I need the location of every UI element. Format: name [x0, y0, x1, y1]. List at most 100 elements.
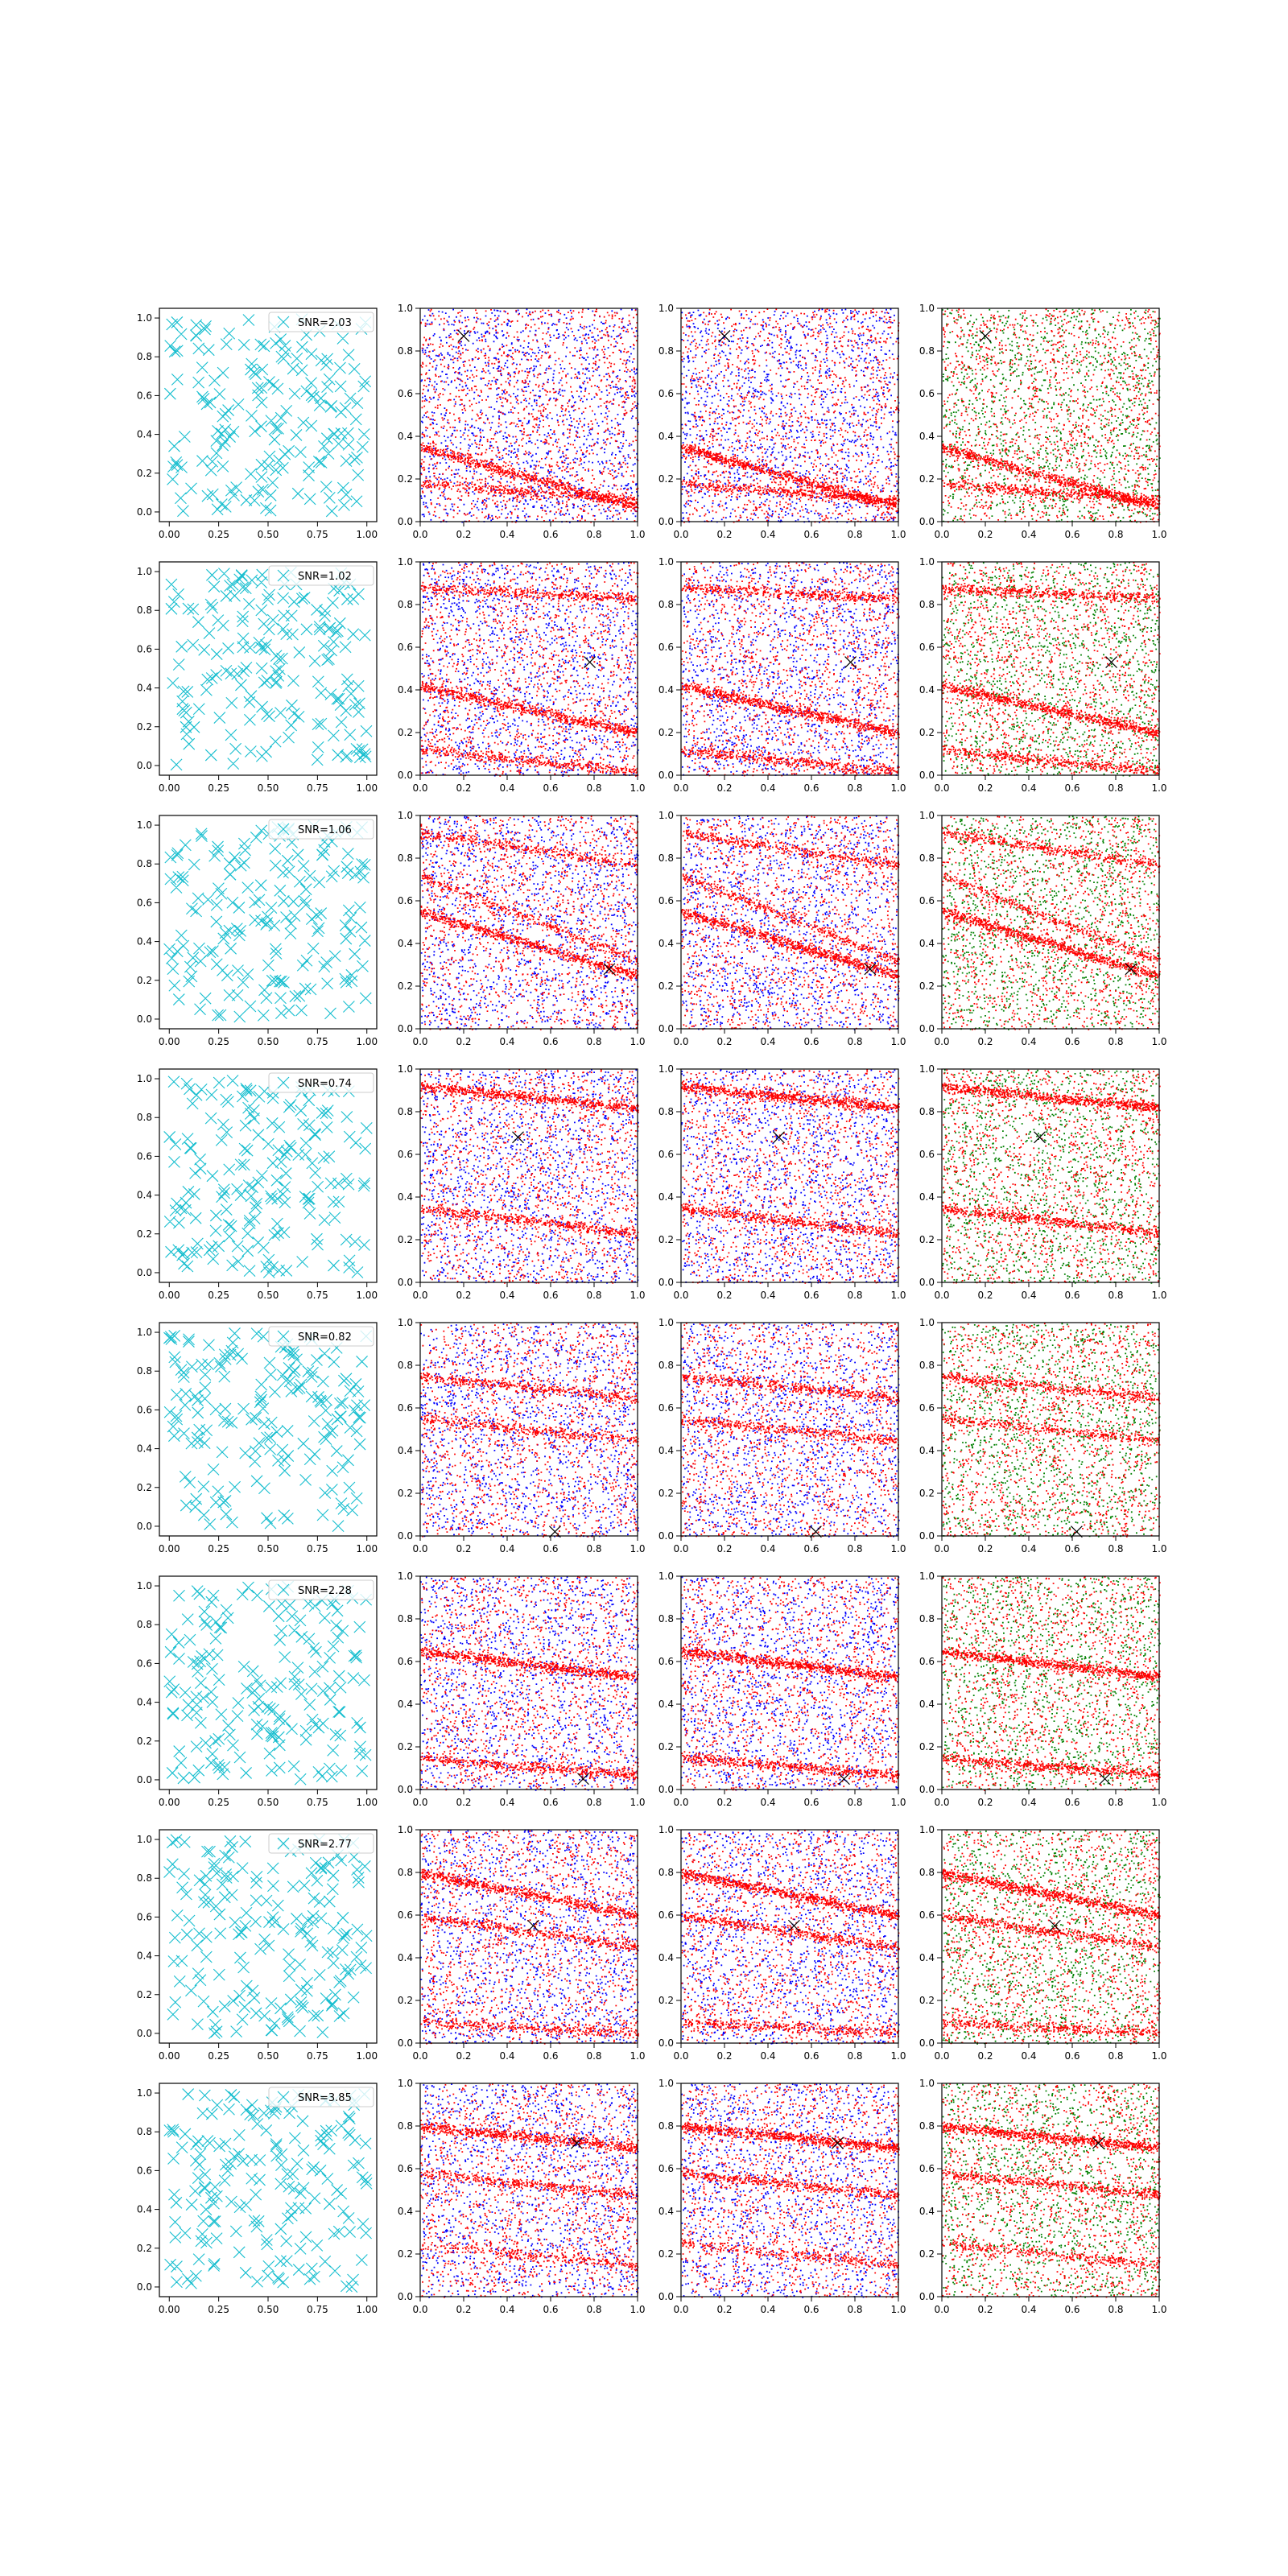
x-tick-label: 0.4: [1021, 1036, 1036, 1047]
subplot-r7-c1: 0.00 0.25 0.50 0.75 1.00 0.0 0.2 0.4 0.6 0.8 1.0 SN…: [137, 1829, 378, 2062]
target-marker-icon: [718, 330, 731, 342]
y-tick-label: 0.4: [398, 1445, 413, 1456]
x-tick-label: 0.0: [412, 1290, 427, 1301]
y-tick-label: 0.6: [919, 1149, 935, 1160]
y-tick-label: 0.8: [658, 345, 674, 357]
y-tick-label: 0.0: [398, 2037, 413, 2049]
y-tick-label: 0.8: [137, 858, 152, 869]
x-tick-label: 0.2: [456, 2304, 471, 2315]
legend-marker-icon: [277, 316, 290, 328]
y-tick-label: 0.2: [919, 473, 935, 485]
axes-frame: [419, 2083, 638, 2297]
axes-frame: [680, 1068, 899, 1283]
y-tick-label: 0.2: [658, 473, 674, 485]
x-tick-label: 0.8: [1108, 2304, 1123, 2315]
red-points: [681, 1069, 900, 1284]
legend-label: SNR=2.77: [298, 1839, 352, 1851]
x-tick-label: 0.6: [543, 1036, 558, 1047]
blue-points: [681, 308, 900, 523]
x-tick-label: 0.6: [1064, 1797, 1080, 1808]
y-tick-label: 0.6: [919, 642, 935, 653]
y-tick-label: 0.4: [398, 2206, 413, 2217]
y-tick-label: 1.0: [398, 1063, 413, 1075]
x-tick-label: 0.25: [208, 1290, 229, 1301]
x-tick-label: 0.6: [803, 2050, 819, 2062]
y-tick-label: 0.0: [919, 1277, 935, 1288]
y-tick-label: 0.2: [137, 1482, 152, 1493]
y-tick-label: 0.8: [137, 351, 152, 362]
legend-marker-icon: [277, 2091, 290, 2103]
subplot-r2-c2: 0.0 0.2 0.4 0.6 0.8 1.0 0.0 0.2 0.4 0.6 0.8 1.0: [398, 556, 646, 794]
y-tick-label: 1.0: [919, 1824, 935, 1835]
x-tick-label: 0.0: [934, 1036, 949, 1047]
red-points: [942, 562, 1161, 776]
x-tick-label: 0.8: [847, 1036, 862, 1047]
x-tick-label: 0.4: [499, 529, 514, 540]
legend-marker-icon: [277, 1837, 290, 1850]
legend-label: SNR=0.82: [298, 1331, 352, 1344]
axes-frame: [419, 308, 638, 522]
red-points: [942, 1830, 1161, 2045]
x-tick-label: 0.8: [586, 782, 601, 794]
x-tick-label: 1.00: [356, 782, 378, 794]
red-points: [942, 815, 1161, 1030]
x-tick-label: 0.75: [307, 529, 328, 540]
target-marker-icon: [1105, 656, 1118, 668]
x-tick-label: 0.25: [208, 782, 229, 794]
y-tick-label: 0.8: [919, 1867, 935, 1878]
target-marker-icon: [838, 1773, 850, 1785]
y-tick-label: 0.2: [137, 1228, 152, 1240]
axes-frame: [680, 1829, 899, 2044]
x-tick-label: 0.2: [716, 2304, 732, 2315]
x-tick-label: 0.8: [847, 529, 862, 540]
y-tick-label: 0.8: [398, 2120, 413, 2132]
x-tick-label: 0.8: [586, 529, 601, 540]
y-tick-label: 0.0: [919, 1023, 935, 1034]
y-tick-label: 0.2: [398, 1741, 413, 1752]
y-tick-label: 0.8: [137, 1365, 152, 1377]
x-tick-label: 0.0: [934, 529, 949, 540]
legend-box: [268, 1579, 374, 1600]
y-tick-label: 0.4: [658, 1699, 674, 1710]
x-tick-label: 0.4: [760, 2304, 775, 2315]
x-tick-label: 0.00: [159, 1290, 180, 1301]
x-tick-label: 1.0: [890, 782, 906, 794]
y-tick-label: 0.4: [658, 431, 674, 442]
subplot-r4-c1: 0.00 0.25 0.50 0.75 1.00 0.0 0.2 0.4 0.6 0.8 1.0 SN…: [137, 1068, 378, 1301]
y-tick-label: 0.8: [137, 1619, 152, 1630]
y-tick-label: 0.4: [658, 2206, 674, 2217]
red-points: [420, 815, 639, 1030]
legend-box: [268, 1833, 374, 1854]
y-tick-label: 1.0: [398, 556, 413, 568]
y-tick-label: 0.4: [919, 2206, 935, 2217]
x-tick-label: 1.0: [1151, 529, 1166, 540]
red-points: [942, 1323, 1161, 1538]
x-tick-label: 0.50: [258, 529, 279, 540]
x-tick-label: 0.6: [543, 2050, 558, 2062]
y-tick-label: 0.8: [658, 1106, 674, 1117]
y-tick-label: 1.0: [137, 1327, 152, 1338]
y-tick-label: 1.0: [919, 1063, 935, 1075]
y-tick-label: 0.8: [919, 345, 935, 357]
x-tick-label: 0.6: [803, 1543, 819, 1554]
x-tick-label: 0.0: [412, 782, 427, 794]
cyan-x-markers: [163, 1075, 373, 1278]
x-tick-label: 1.0: [890, 529, 906, 540]
y-tick-label: 0.6: [919, 895, 935, 906]
target-marker-icon: [570, 2136, 583, 2149]
x-tick-label: 0.4: [760, 1797, 775, 1808]
y-tick-label: 0.2: [398, 2248, 413, 2260]
y-tick-label: 0.0: [398, 1530, 413, 1542]
x-tick-label: 0.2: [977, 2050, 993, 2062]
legend: SNR=0.82: [268, 1326, 374, 1347]
x-tick-label: 0.8: [847, 782, 862, 794]
y-tick-label: 0.8: [919, 1360, 935, 1371]
blue-points: [420, 815, 639, 1030]
subplot-r4-c3: 0.0 0.2 0.4 0.6 0.8 1.0 0.0 0.2 0.4 0.6 0.8 1.0: [658, 1063, 906, 1301]
x-tick-label: 0.2: [977, 529, 993, 540]
x-tick-label: 0.8: [586, 1543, 601, 1554]
axes-frame: [680, 308, 899, 522]
y-tick-label: 0.6: [398, 388, 413, 399]
y-tick-label: 0.2: [919, 2248, 935, 2260]
target-marker-icon: [1092, 2136, 1104, 2149]
